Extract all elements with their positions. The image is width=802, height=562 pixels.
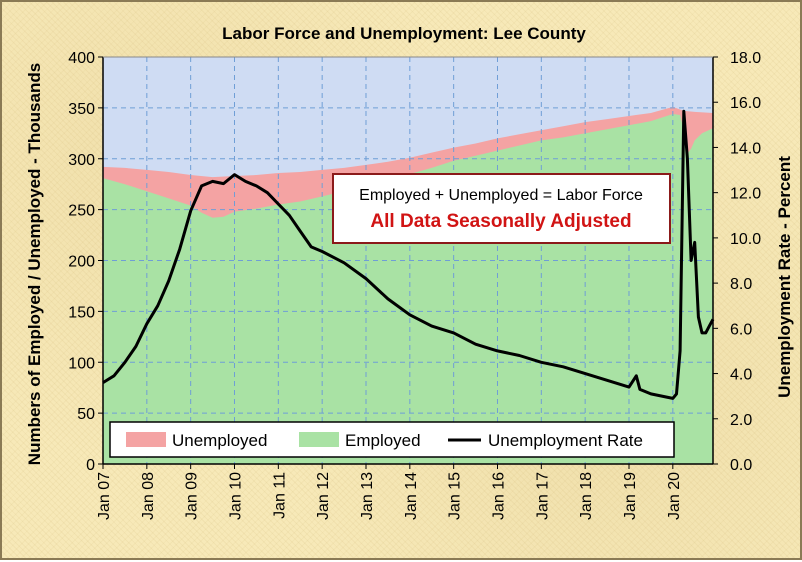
- right-tick-label: 8.0: [730, 276, 752, 293]
- x-tick-label: Jan 15: [447, 472, 464, 520]
- right-tick-label: 4.0: [730, 367, 752, 384]
- legend-employed-label: Employed: [345, 431, 421, 450]
- annotation-box: Employed + Unemployed = Labor Force All …: [332, 173, 671, 244]
- left-tick-label: 250: [68, 203, 95, 220]
- x-tick-label: Jan 14: [403, 472, 420, 520]
- right-axis-title: Unemployment Rate - Percent: [775, 156, 794, 398]
- right-tick-label: 0.0: [730, 457, 752, 474]
- x-tick-label: Jan 17: [534, 472, 551, 520]
- left-tick-label: 150: [68, 304, 95, 321]
- right-tick-label: 2.0: [730, 412, 752, 429]
- x-tick-label: Jan 19: [622, 472, 639, 520]
- x-tick-label: Jan 12: [315, 472, 332, 520]
- right-tick-label: 18.0: [730, 50, 761, 67]
- x-tick-label: Jan 07: [96, 472, 113, 520]
- grid-lines: [103, 57, 713, 464]
- left-axis-title: Numbers of Employed / Unemployed - Thous…: [25, 63, 44, 465]
- legend-unemployed-label: Unemployed: [172, 431, 267, 450]
- annotation-seasonally-adjusted: All Data Seasonally Adjusted: [370, 211, 631, 232]
- left-tick-label: 200: [68, 254, 95, 271]
- left-tick-label: 0: [86, 457, 95, 474]
- right-tick-label: 14.0: [730, 140, 761, 157]
- legend-employed-swatch: [299, 432, 339, 447]
- chart-title: Labor Force and Unemployment: Lee County: [222, 24, 586, 43]
- left-tick-label: 350: [68, 101, 95, 118]
- legend-rate-label: Unemployment Rate: [488, 431, 643, 450]
- left-tick-label: 100: [68, 355, 95, 372]
- left-tick-label: 400: [68, 50, 95, 67]
- right-tick-label: 12.0: [730, 186, 761, 203]
- annotation-labor-force: Employed + Unemployed = Labor Force: [359, 187, 643, 204]
- left-y-tick-labels: 0 50 100 150 200 250 300 350 400: [68, 50, 103, 474]
- x-tick-label: Jan 10: [228, 472, 245, 520]
- right-tick-label: 6.0: [730, 321, 752, 338]
- left-tick-label: 300: [68, 152, 95, 169]
- right-y-tick-labels: 0.0 2.0 4.0 6.0 8.0 10.0 12.0 14.0 16.0 18.0: [713, 50, 761, 474]
- legend: Unemployed Employed Unemployment Rate: [109, 421, 675, 458]
- annotation-box-frame: [332, 173, 671, 244]
- x-tick-label: Jan 13: [359, 472, 376, 520]
- unemployment-rate-line: [102, 109, 715, 400]
- x-tick-label: Jan 16: [491, 472, 508, 520]
- x-tick-label: Jan 18: [578, 472, 595, 520]
- legend-unemployed-swatch: [126, 432, 166, 447]
- x-tick-label: Jan 09: [184, 472, 201, 520]
- right-tick-label: 10.0: [730, 231, 761, 248]
- x-tick-label: Jan 20: [666, 472, 683, 520]
- x-tick-label: Jan 11: [271, 472, 288, 519]
- legend-frame: [109, 421, 675, 458]
- x-tick-labels: Jan 07 Jan 08 Jan 09 Jan 10 Jan 11 Jan 12 Jan …: [96, 464, 683, 520]
- right-tick-label: 16.0: [730, 95, 761, 112]
- x-tick-label: Jan 08: [140, 472, 157, 520]
- left-tick-label: 50: [77, 406, 95, 423]
